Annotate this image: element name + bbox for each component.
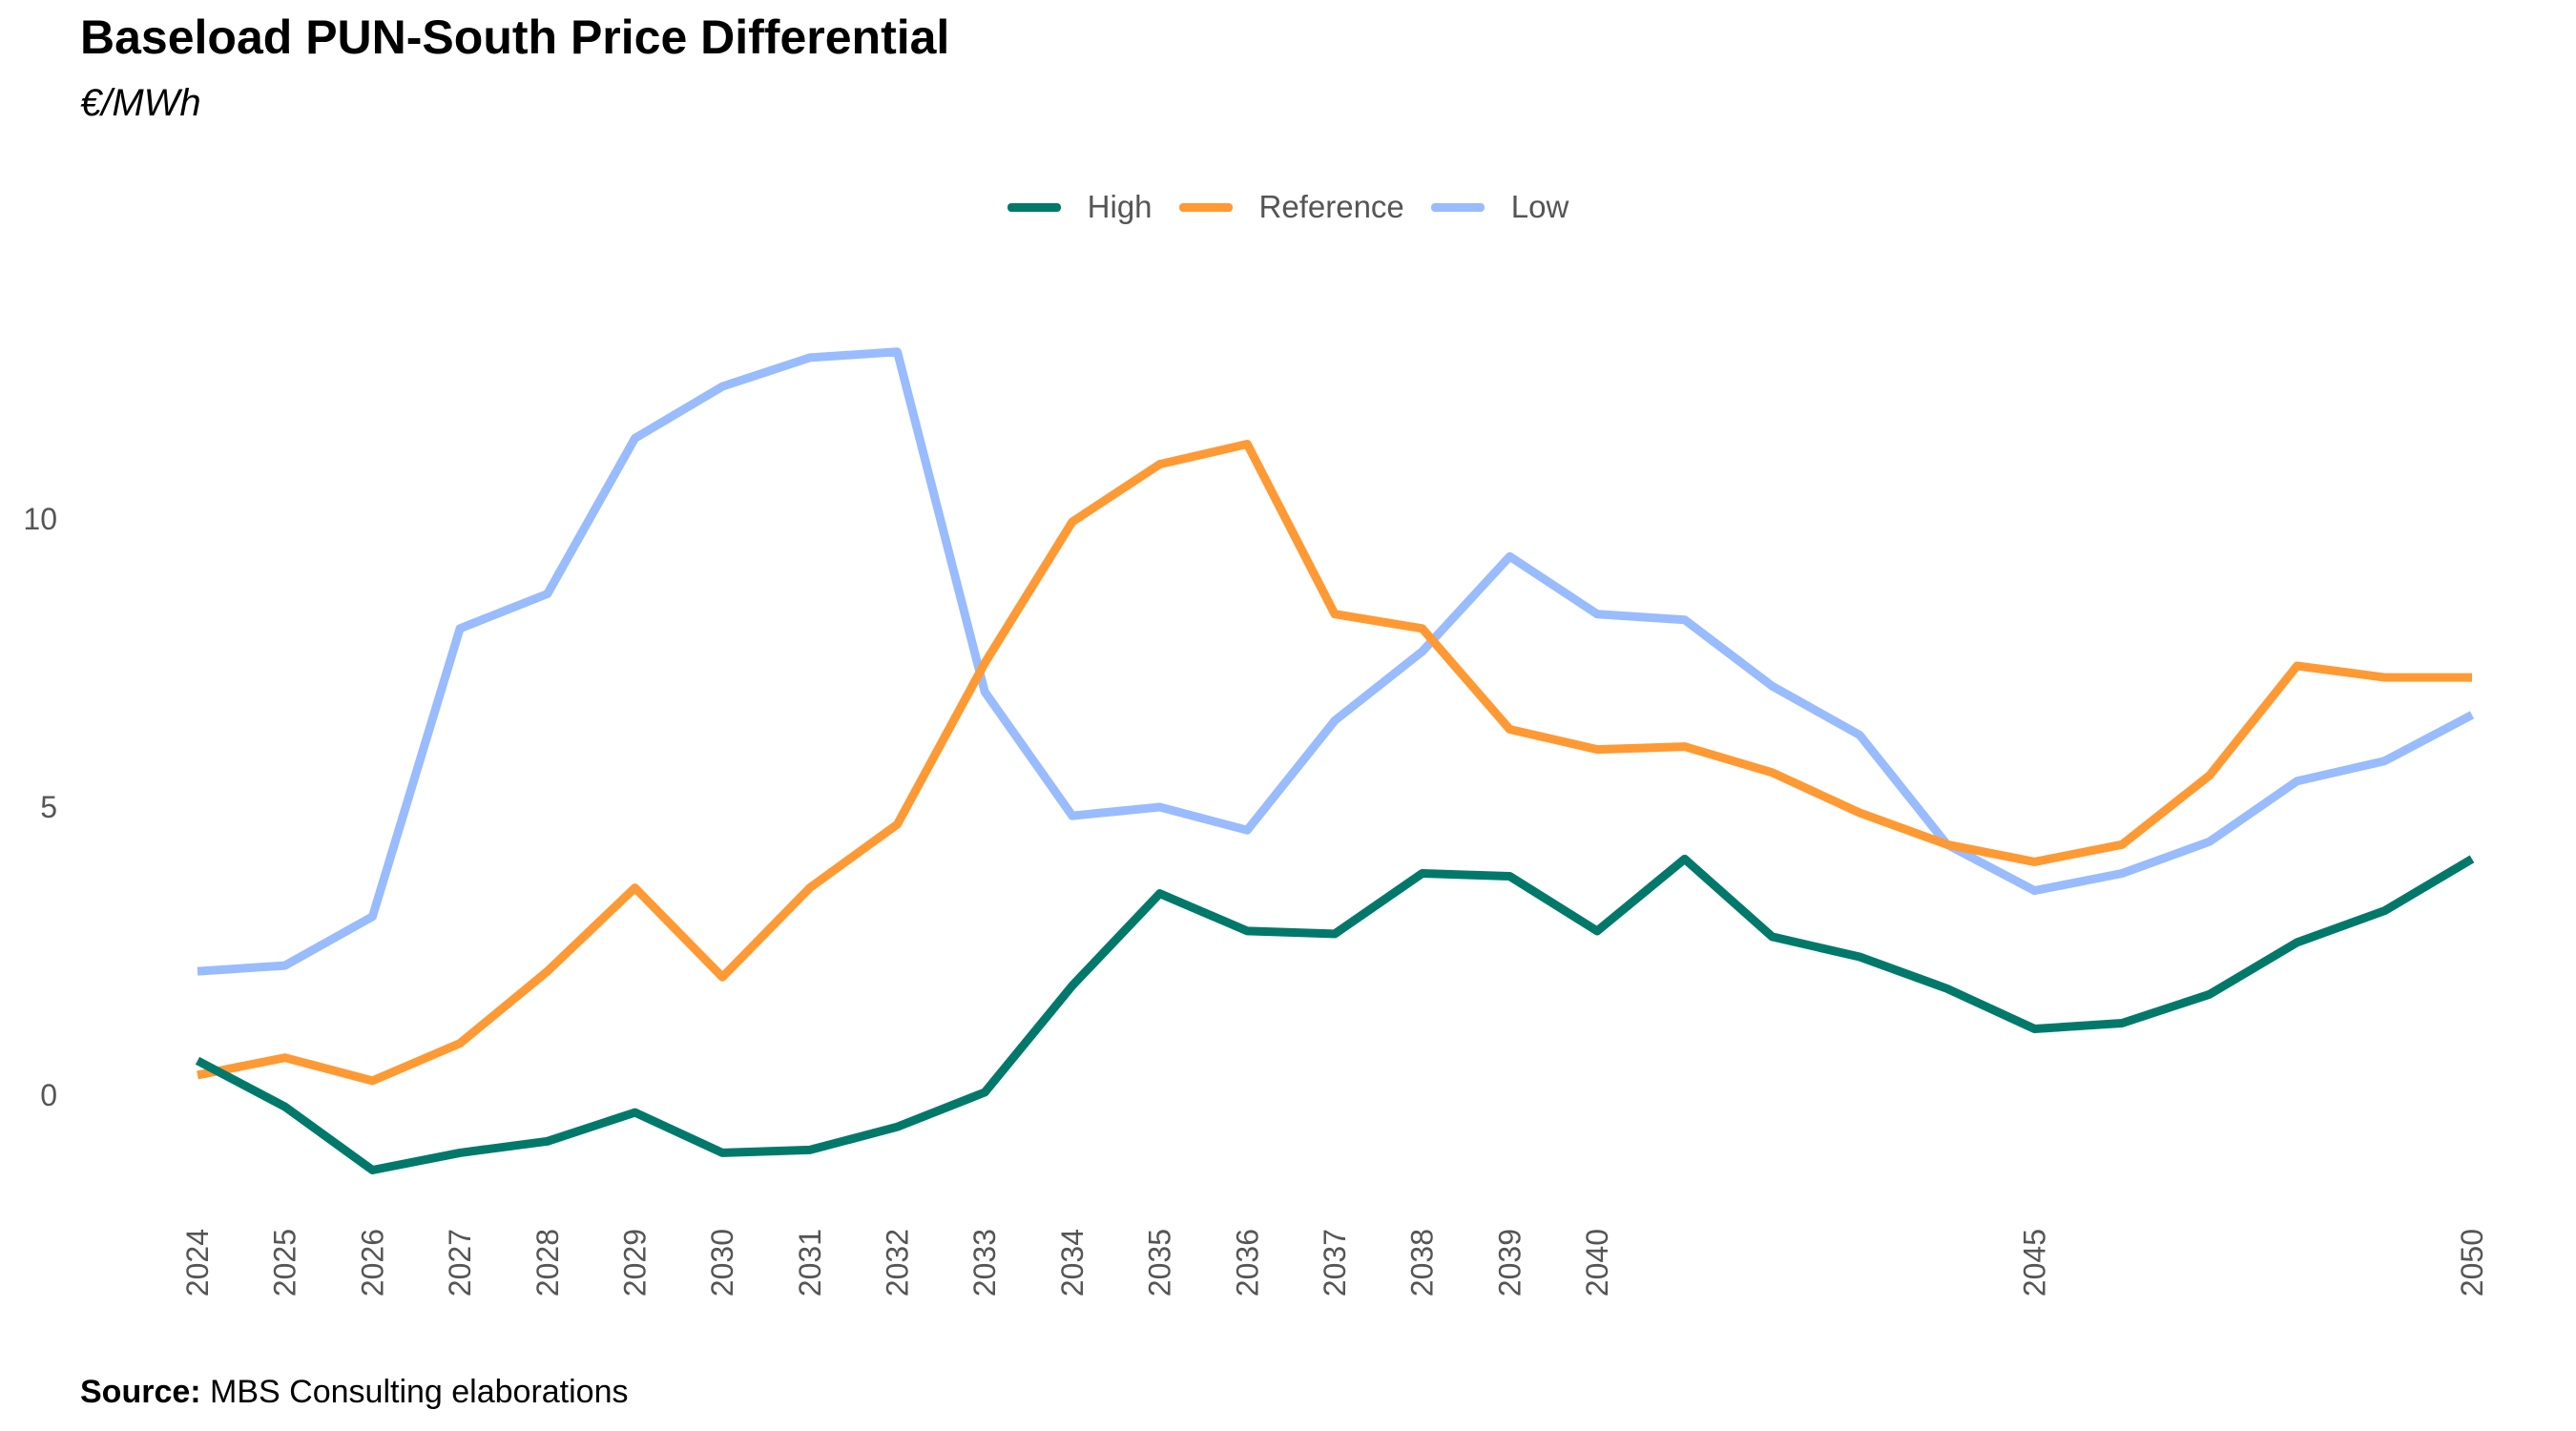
legend-item-reference: Reference [1178,189,1404,225]
x-tick-label: 2037 [1318,1229,1352,1296]
chart-title: Baseload PUN-South Price Differential [80,10,950,64]
x-tick-label: 2033 [967,1229,1002,1296]
legend-item-high: High [1007,189,1153,225]
source-label: Source: [80,1374,201,1410]
x-tick-label: 2050 [2455,1229,2489,1296]
y-axis-ticks: 0 5 10 [23,502,57,1112]
y-tick-label: 0 [40,1078,57,1112]
x-tick-label: 2039 [1492,1229,1527,1296]
series-line-low [197,347,2475,976]
legend-item-low: Low [1430,189,1569,225]
x-tick-label: 2029 [617,1229,652,1296]
x-tick-label: 2026 [355,1229,389,1296]
x-tick-label: 2030 [705,1229,739,1296]
source-note: Source: MBS Consulting elaborations [80,1374,629,1411]
legend-swatch [1178,202,1233,212]
x-tick-label: 2025 [268,1229,302,1296]
series-line-high [195,854,2475,1174]
y-tick-label: 10 [23,502,57,536]
chart-legend: High Reference Low [0,189,2576,225]
x-tick-label: 2036 [1230,1229,1264,1296]
x-tick-label: 2031 [793,1229,827,1296]
legend-swatch [1430,202,1485,212]
x-tick-label: 2038 [1405,1229,1440,1296]
x-tick-label: 2034 [1055,1229,1090,1296]
x-axis-ticks: 2024 2025 2026 2027 2028 2029 2030 2031 2032 2033… [180,1229,2489,1296]
x-tick-label: 2024 [180,1229,215,1296]
legend-label: Low [1510,189,1569,224]
line-chart: 0 5 10 2024 2025 2026 2027 2028 2029 2030 2031 203… [23,347,2489,1296]
x-tick-label: 2032 [881,1229,915,1296]
x-tick-label: 2035 [1143,1229,1177,1296]
x-tick-label: 2045 [2018,1229,2052,1296]
x-tick-label: 2027 [443,1229,477,1296]
legend-swatch [1007,202,1061,212]
chart-subtitle: €/MWh [80,82,201,124]
x-tick-label: 2028 [530,1229,565,1296]
legend-label: High [1087,189,1153,224]
series-line-reference [197,440,2472,1086]
series-lines [195,347,2475,1174]
legend-label: Reference [1258,189,1404,224]
x-tick-label: 2040 [1580,1229,1614,1296]
y-tick-label: 5 [40,790,57,824]
source-text: MBS Consulting elaborations [200,1374,629,1410]
